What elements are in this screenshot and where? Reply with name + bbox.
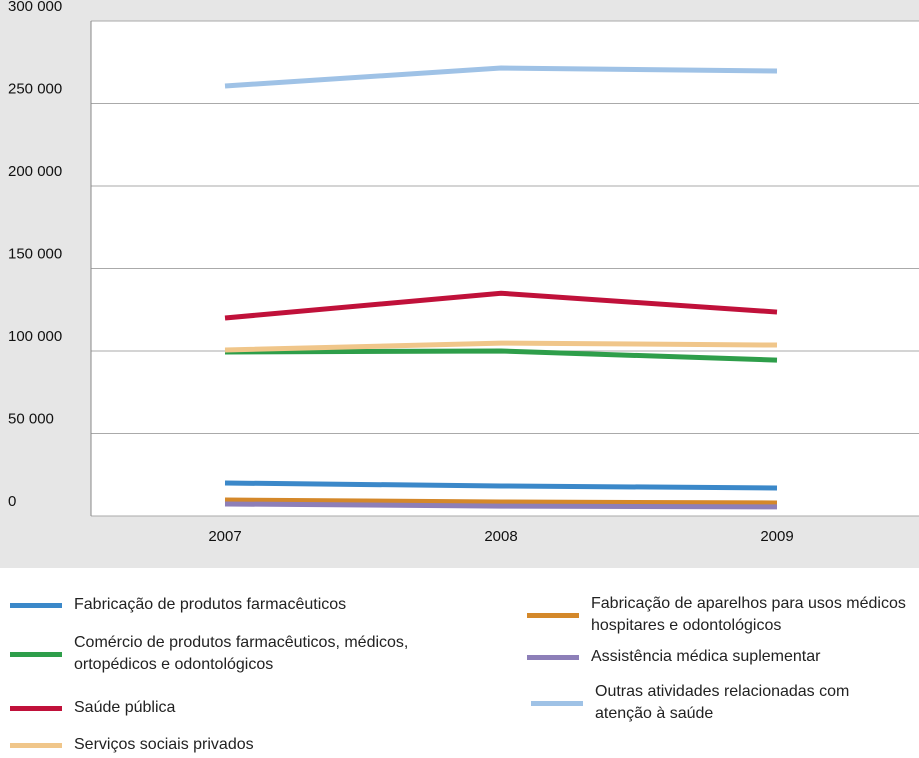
legend-swatch [10, 742, 62, 748]
legend-item: Comércio de produtos farmacêuticos, médi… [10, 632, 414, 676]
line-series [224, 497, 778, 506]
y-tick-label: 300 000 [8, 0, 62, 15]
legend-swatch [527, 654, 579, 660]
legend-label: Saúde pública [74, 699, 176, 716]
line-series [224, 65, 778, 89]
line-series [224, 348, 778, 363]
legend-swatch [10, 602, 62, 608]
line-series [224, 290, 778, 321]
legend-swatch [531, 700, 583, 706]
legend-label: Fabricação de aparelhos para usos médico… [591, 595, 906, 634]
legend-item: Serviços sociais privados [10, 734, 414, 756]
y-tick-label: 150 000 [8, 245, 62, 262]
legend-swatch [527, 612, 579, 618]
line-series [224, 501, 778, 510]
legend-swatch [10, 651, 62, 657]
legend-label: Fabricação de produtos farmacêuticos [74, 596, 347, 613]
legend-label: Comércio de produtos farmacêuticos, médi… [74, 634, 409, 673]
plot: 0 50 000 100 000 150 000 200 000 250 000 300 0… [0, 0, 919, 568]
x-tick-label: 2009 [760, 528, 793, 545]
legend-item: Saúde pública [10, 697, 414, 719]
y-tick-label: 0 [8, 493, 16, 510]
legend-label: Assistência médica suplementar [591, 648, 821, 665]
y-tick-label: 100 000 [8, 328, 62, 345]
legend-item: Fabricação de aparelhos para usos médico… [527, 593, 919, 637]
legend-item: Fabricação de produtos farmacêuticos [10, 594, 414, 616]
legend-label: Serviços sociais privados [74, 736, 254, 753]
legend-label: Outras atividades relacionadas com atenç… [595, 683, 850, 722]
legend-item: Outras atividades relacionadas com atenç… [531, 681, 855, 725]
x-tick-label: 2007 [208, 528, 241, 545]
x-tick-label: 2008 [484, 528, 517, 545]
legend-swatch [10, 705, 62, 711]
line-series [224, 480, 778, 491]
legend-item: Assistência médica suplementar [527, 646, 919, 668]
y-tick-label: 250 000 [8, 80, 62, 97]
line-series [224, 340, 778, 353]
y-tick-label: 50 000 [8, 410, 54, 427]
y-tick-label: 200 000 [8, 163, 62, 180]
